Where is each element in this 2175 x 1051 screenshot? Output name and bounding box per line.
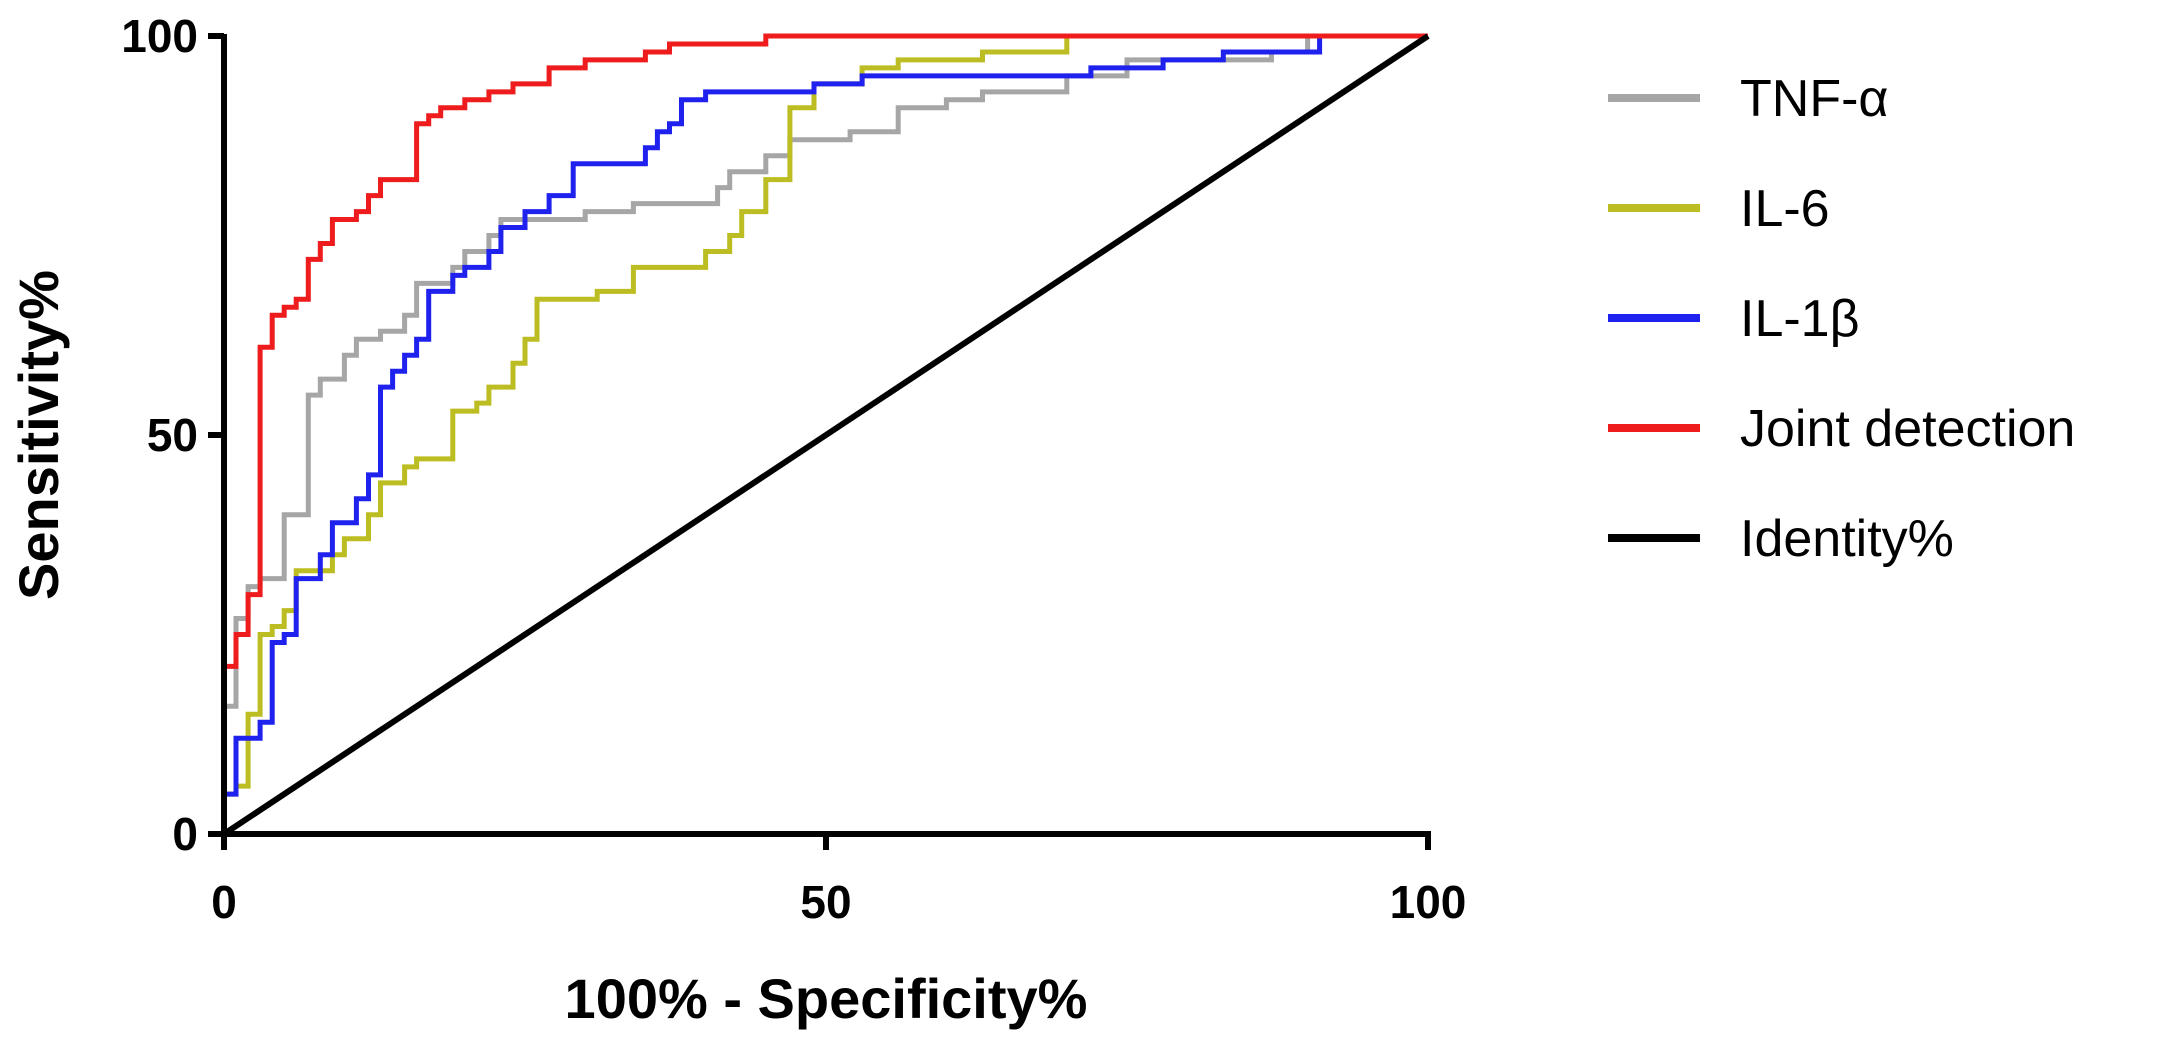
y-tick-label: 50 [147, 409, 198, 461]
x-tick-label: 0 [211, 876, 237, 928]
tick-labels: 0 50 100 0 50 100 [121, 10, 1466, 928]
legend-label: Identity% [1740, 510, 1954, 568]
series-line-3 [221, 33, 1428, 834]
x-tick-label: 50 [800, 876, 851, 928]
legend-item-1: IL-6 [1608, 180, 1830, 238]
series-line-4 [222, 33, 1430, 837]
axes-layer [208, 33, 1431, 850]
series-line-1 [221, 33, 1428, 834]
legend-item-4: Identity% [1608, 510, 1954, 568]
legend: TNF-α IL-6 IL-1β Joint detection Identity% [1608, 70, 2075, 568]
y-tick-label: 100 [121, 10, 198, 62]
x-axis-title: 100% - Specificity% [565, 967, 1088, 1030]
legend-label: IL-1β [1740, 290, 1860, 348]
y-axis-title: Sensitivity% [7, 270, 70, 600]
legend-item-2: IL-1β [1608, 290, 1860, 348]
legend-label: TNF-α [1740, 70, 1888, 128]
x-tick-label: 100 [1390, 876, 1467, 928]
legend-label: IL-6 [1740, 180, 1830, 238]
legend-item-3: Joint detection [1608, 400, 2075, 458]
series-line-2 [221, 33, 1428, 834]
legend-item-0: TNF-α [1608, 70, 1888, 128]
y-tick-label: 0 [172, 808, 198, 860]
series-layer [221, 33, 1430, 837]
legend-label: Joint detection [1740, 400, 2075, 458]
